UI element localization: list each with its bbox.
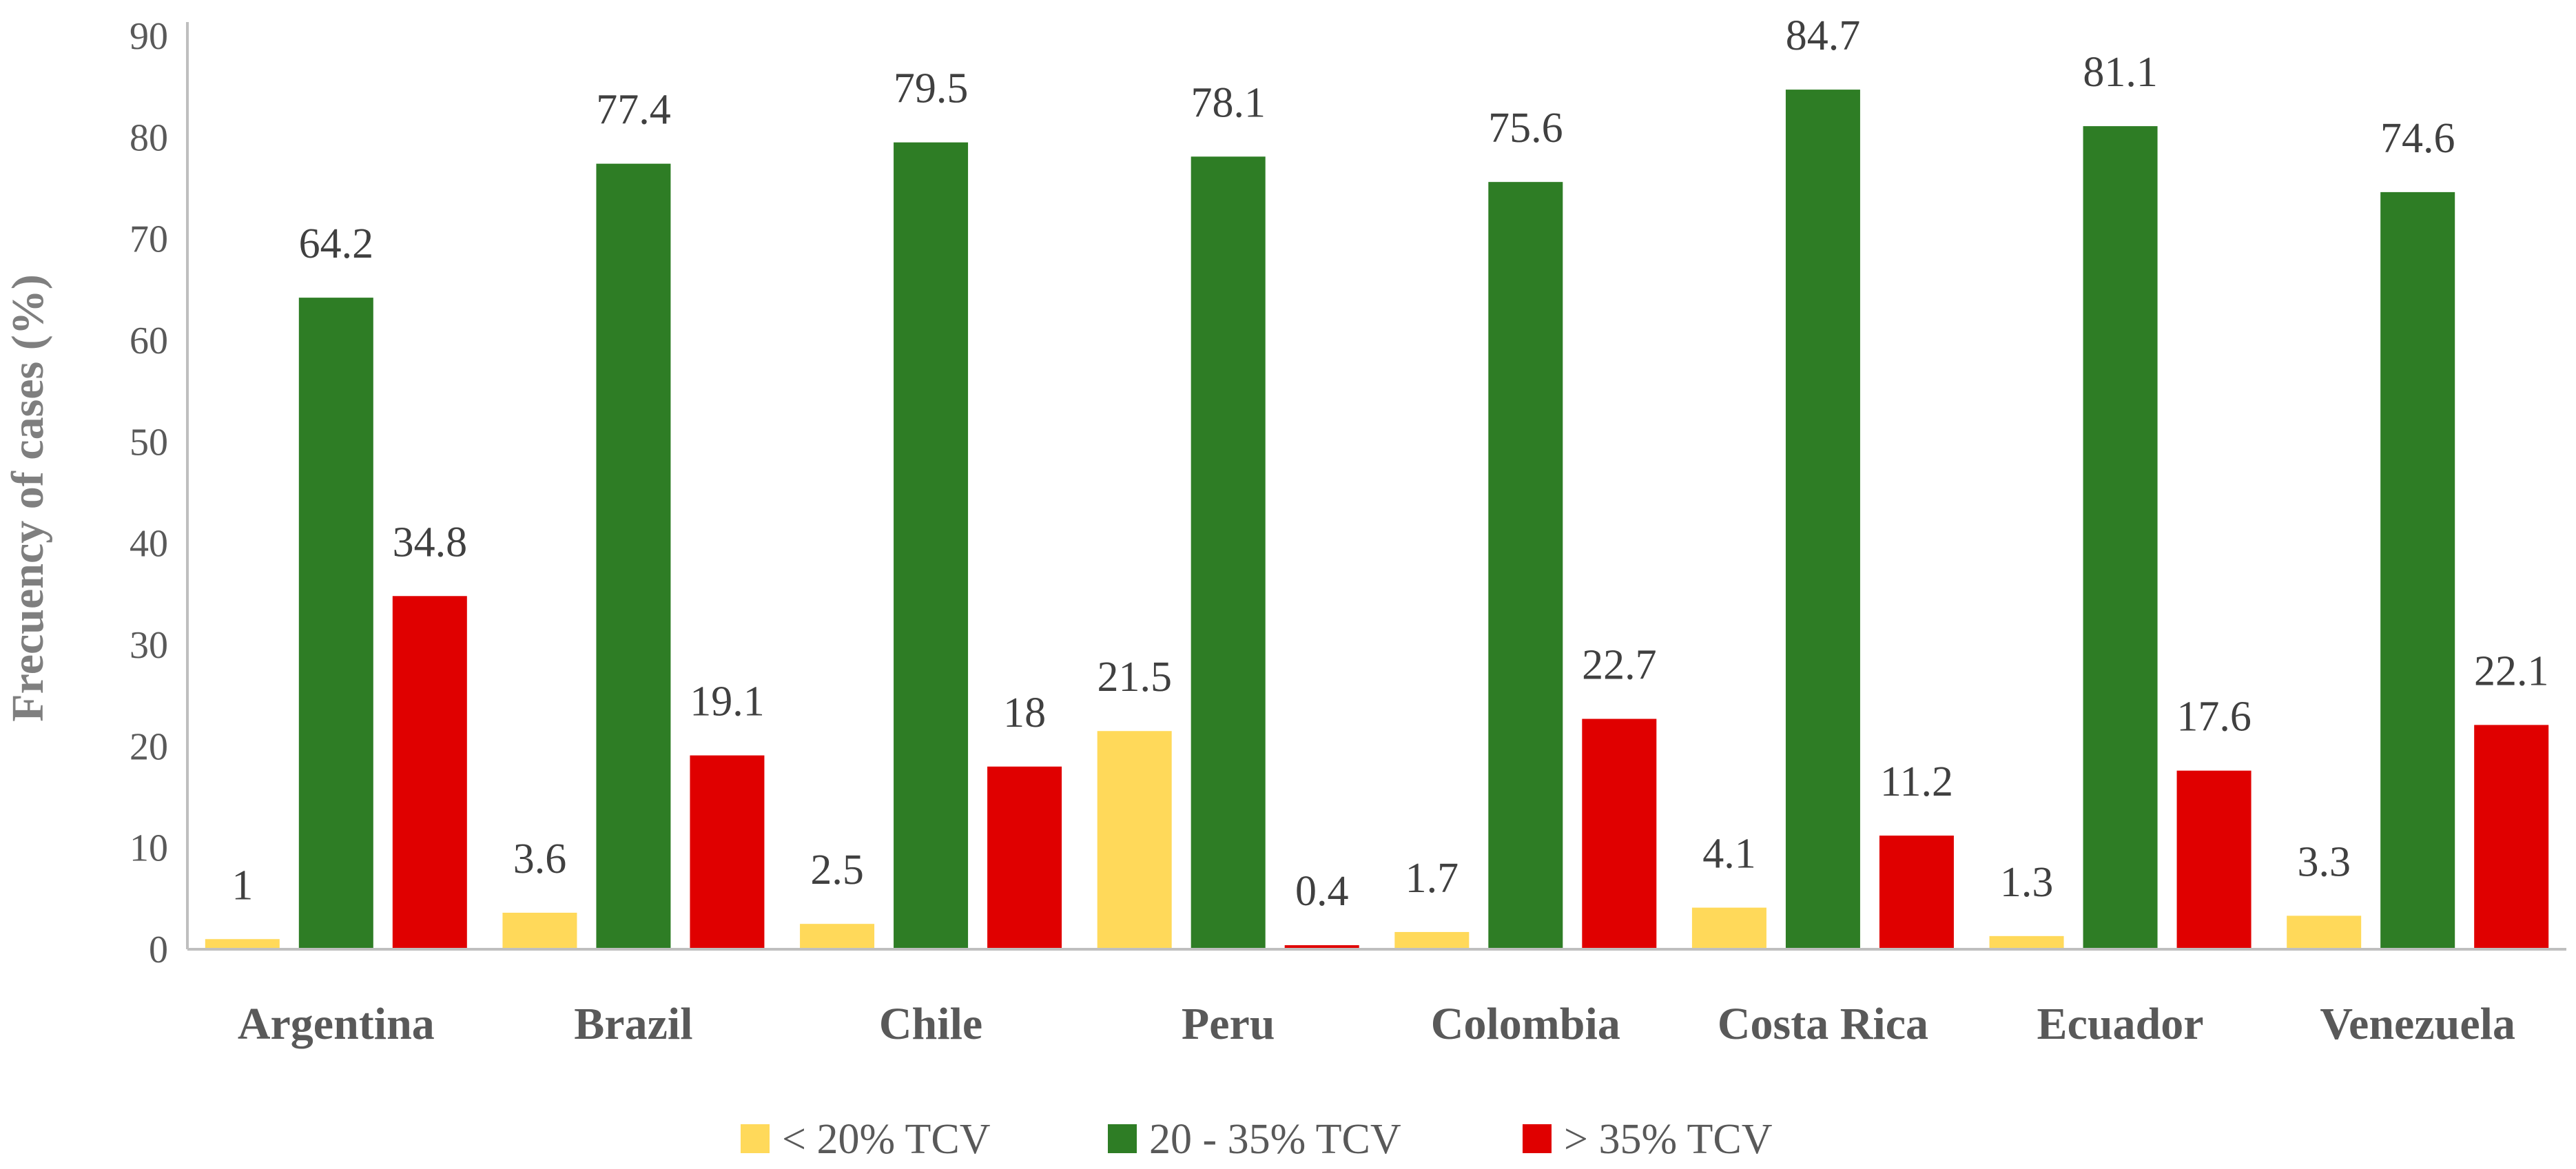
data-label: 3.6	[513, 836, 567, 882]
legend-label: 20 - 35% TCV	[1149, 1116, 1401, 1163]
data-label: 34.8	[393, 519, 468, 566]
x-tick-label: Chile	[879, 999, 982, 1049]
bar-colombia-series-0	[1394, 931, 1470, 949]
x-tick-label: Argentina	[238, 999, 435, 1049]
data-label: 3.3	[2297, 838, 2351, 885]
bar-colombia-series-2	[1582, 718, 1657, 949]
x-tick-label: Brazil	[574, 999, 692, 1049]
y-tick-label: 70	[130, 218, 168, 261]
bar-argentina-series-2	[392, 596, 467, 949]
bars: 1 64.2 34.8 3.6 77.4 19.1 2.5 79.5 18 21.5 78.1 0.4…	[205, 12, 2549, 950]
y-tick-label: 80	[130, 116, 168, 159]
bar-peru-series-0	[1097, 731, 1172, 949]
x-tick-label: Colombia	[1431, 999, 1620, 1049]
bar-ecuador-series-0	[1989, 935, 2064, 949]
y-tick-label: 40	[130, 523, 168, 566]
data-label: 64.2	[299, 220, 374, 267]
data-label: 81.1	[2083, 49, 2158, 96]
bar-argentina-series-1	[298, 298, 373, 949]
legend-label: < 20% TCV	[782, 1116, 991, 1163]
data-label: 4.1	[1702, 831, 1756, 878]
data-label: 1	[231, 862, 253, 909]
data-label: 74.6	[2380, 115, 2455, 162]
bar-chile-series-1	[894, 142, 969, 950]
bar-colombia-series-1	[1488, 182, 1563, 949]
data-label: 1.7	[1405, 855, 1459, 902]
x-tick-label: Ecuador	[2037, 999, 2204, 1049]
bar-costa-rica-series-2	[1879, 835, 1954, 949]
data-label: 79.5	[894, 65, 969, 112]
y-tick-label: 60	[130, 320, 168, 362]
bar-venezuela-series-2	[2474, 725, 2549, 949]
y-tick-label: 20	[130, 725, 168, 768]
legend-swatch	[1523, 1124, 1552, 1153]
bar-ecuador-series-1	[2083, 126, 2158, 949]
y-tick-label: 30	[130, 624, 168, 667]
bar-peru-series-2	[1284, 945, 1359, 949]
x-tick-label: Venezuela	[2320, 999, 2515, 1049]
bar-venezuela-series-1	[2380, 192, 2455, 950]
bar-costa-rica-series-0	[1691, 907, 1766, 949]
y-axis: 0 10 20 30 40 50 60 70 80 90	[130, 15, 189, 971]
data-label: 21.5	[1097, 654, 1172, 701]
x-tick-label: Costa Rica	[1718, 999, 1928, 1049]
y-tick-label: 10	[130, 827, 168, 870]
data-label: 18	[1003, 690, 1046, 736]
bar-brazil-series-1	[596, 163, 671, 949]
data-label: 22.7	[1582, 642, 1657, 689]
data-label: 19.1	[690, 679, 765, 725]
bar-ecuador-series-2	[2176, 770, 2252, 949]
data-label: 2.5	[810, 847, 864, 893]
y-tick-label: 50	[130, 421, 168, 464]
legend: < 20% TCV 20 - 35% TCV > 35% TCV	[741, 1116, 1773, 1163]
bar-costa-rica-series-1	[1785, 90, 1860, 949]
bar-brazil-series-0	[502, 912, 577, 949]
y-tick-label: 90	[130, 15, 168, 58]
bar-brazil-series-2	[690, 755, 765, 949]
data-label: 22.1	[2474, 648, 2549, 694]
bar-chile-series-2	[987, 766, 1062, 949]
x-axis: Argentina Brazil Chile Peru Colombia Costa Ri…	[187, 948, 2566, 1049]
data-label: 11.2	[1880, 758, 1953, 805]
x-tick-label: Peru	[1182, 999, 1275, 1049]
data-label: 1.3	[2000, 859, 2054, 906]
y-tick-label: 0	[149, 929, 168, 971]
bar-venezuela-series-0	[2287, 915, 2362, 949]
legend-swatch	[1108, 1124, 1137, 1153]
data-label: 78.1	[1191, 79, 1266, 126]
bar-argentina-series-0	[205, 939, 280, 949]
y-axis-title: Frecuency of cases (%)	[3, 274, 53, 721]
data-label: 75.6	[1488, 105, 1563, 152]
data-label: 84.7	[1786, 12, 1861, 59]
data-label: 77.4	[596, 87, 671, 134]
bar-peru-series-1	[1191, 156, 1266, 949]
data-label: 17.6	[2176, 694, 2252, 741]
legend-swatch	[741, 1124, 770, 1153]
legend-label: > 35% TCV	[1564, 1116, 1773, 1163]
bar-chile-series-0	[800, 924, 875, 949]
data-label: 0.4	[1295, 868, 1349, 915]
